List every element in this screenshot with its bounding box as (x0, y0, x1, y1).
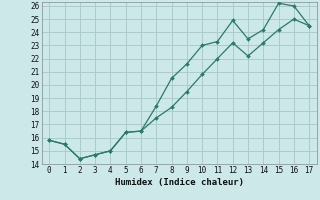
X-axis label: Humidex (Indice chaleur): Humidex (Indice chaleur) (115, 178, 244, 187)
